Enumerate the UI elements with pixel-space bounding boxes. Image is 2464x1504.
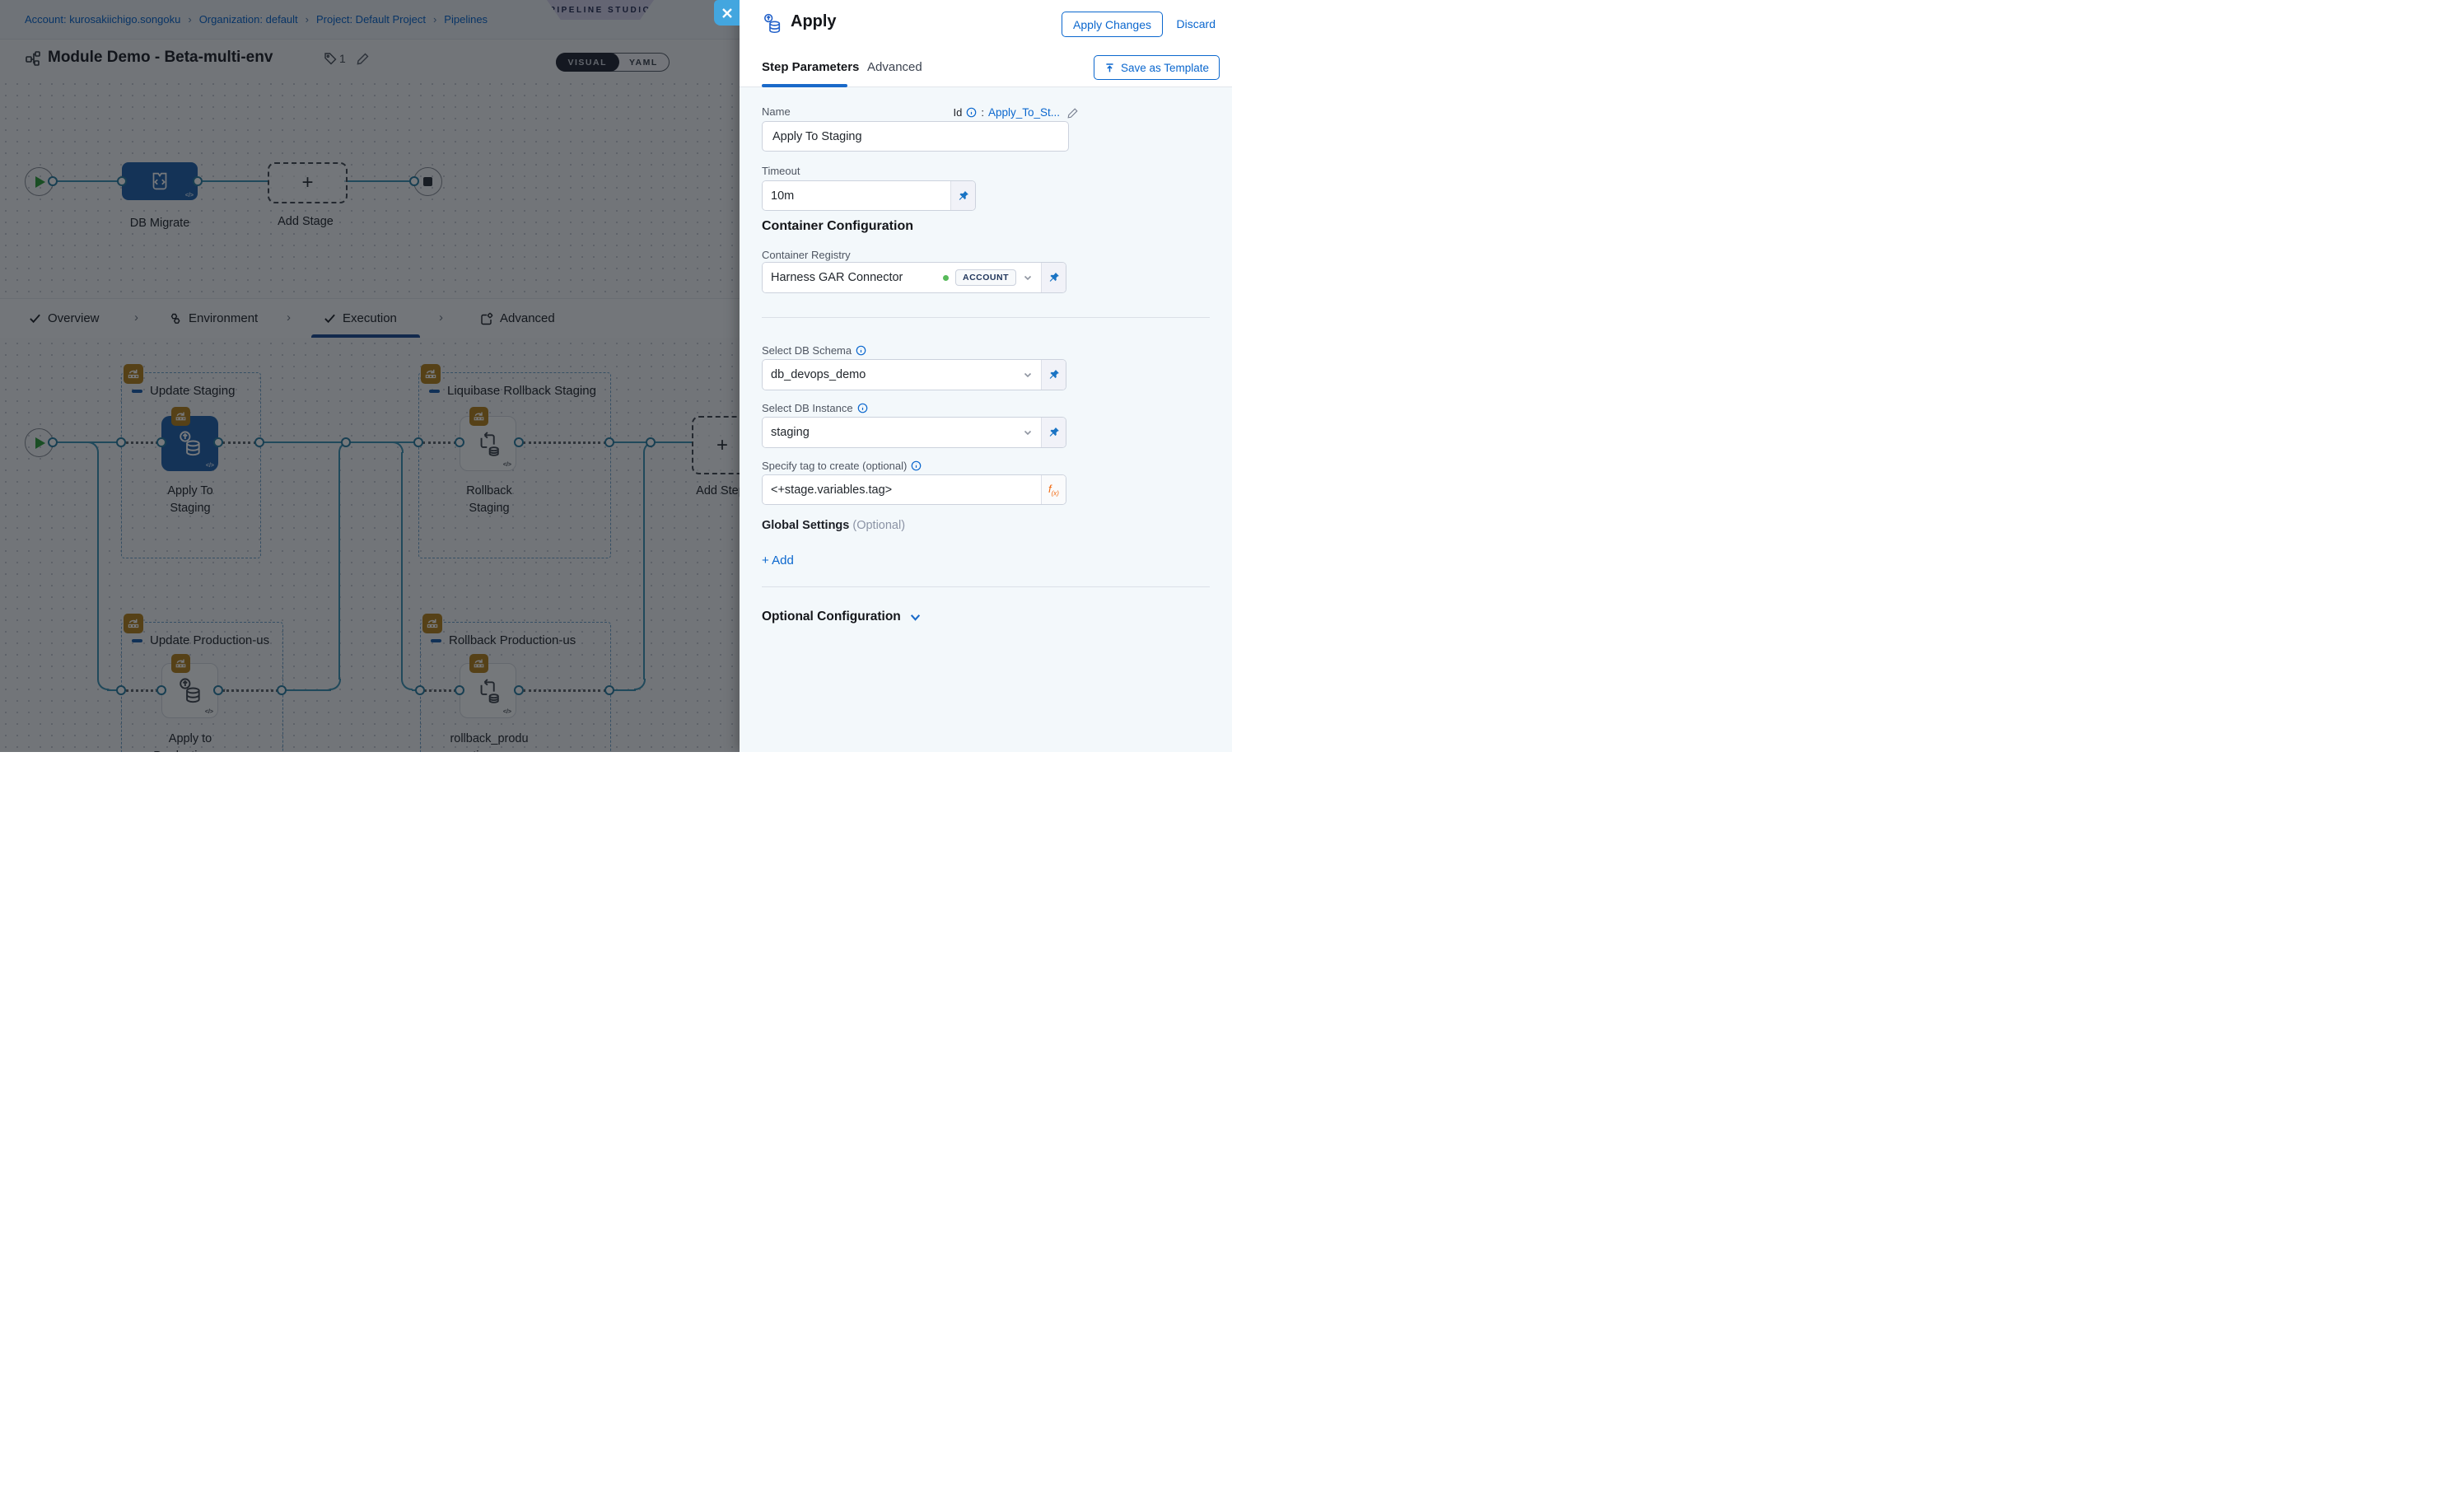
name-label: Name bbox=[762, 105, 791, 118]
fixed-input-pin-button[interactable] bbox=[1041, 418, 1066, 447]
active-tab-indicator bbox=[762, 84, 847, 87]
container-configuration-heading: Container Configuration bbox=[762, 219, 913, 233]
fixed-input-pin-button[interactable] bbox=[1041, 263, 1066, 292]
drawer-tabs: Step Parameters Advanced Save as Templat… bbox=[740, 49, 1232, 87]
id-separator: : bbox=[981, 106, 984, 119]
scope-badge: ACCOUNT bbox=[955, 269, 1016, 286]
pin-icon bbox=[1049, 273, 1059, 282]
chevron-down-icon bbox=[910, 614, 920, 621]
pipeline-studio-screen: Account: kurosakiichigo.songoku › Organi… bbox=[0, 0, 1232, 752]
optional-hint: (Optional) bbox=[852, 519, 906, 532]
pin-icon bbox=[1049, 370, 1059, 379]
step-id-row: Id : Apply_To_St... bbox=[953, 106, 1079, 119]
tab-advanced[interactable]: Advanced bbox=[867, 60, 922, 74]
info-icon[interactable] bbox=[856, 345, 866, 356]
container-registry-field: Harness GAR Connector ACCOUNT bbox=[762, 262, 1066, 293]
chevron-down-icon bbox=[1024, 430, 1032, 436]
id-label: Id bbox=[953, 106, 963, 119]
drawer-title: Apply bbox=[791, 12, 837, 30]
close-drawer-button[interactable] bbox=[714, 0, 740, 26]
info-icon[interactable] bbox=[911, 460, 922, 471]
tag-to-create-input[interactable]: <+stage.variables.tag> bbox=[763, 475, 1041, 504]
apply-step-icon bbox=[761, 12, 784, 40]
tag-to-create-field: <+stage.variables.tag> f(x) bbox=[762, 474, 1066, 505]
pin-icon bbox=[1049, 427, 1059, 437]
step-config-drawer: Apply Apply Changes Discard Step Paramet… bbox=[714, 0, 1232, 752]
chevron-down-icon bbox=[1024, 372, 1032, 378]
save-as-template-button[interactable]: Save as Template bbox=[1094, 55, 1220, 80]
db-schema-label: Select DB Schema bbox=[762, 344, 866, 357]
fixed-input-pin-button[interactable] bbox=[950, 181, 975, 210]
optional-configuration-toggle[interactable]: Optional Configuration bbox=[762, 610, 922, 624]
db-instance-label: Select DB Instance bbox=[762, 402, 868, 414]
global-settings-label: Global Settings bbox=[762, 519, 850, 532]
section-divider bbox=[762, 586, 1210, 587]
section-divider bbox=[762, 317, 1210, 318]
id-value-link[interactable]: Apply_To_St... bbox=[987, 106, 1060, 119]
db-instance-select[interactable]: staging bbox=[763, 418, 1041, 447]
fx-icon: f(x) bbox=[1048, 482, 1059, 497]
fixed-input-pin-button[interactable] bbox=[1041, 360, 1066, 390]
db-instance-field: staging bbox=[762, 417, 1066, 448]
apply-changes-button[interactable]: Apply Changes bbox=[1062, 12, 1163, 37]
db-schema-select[interactable]: db_devops_demo bbox=[763, 360, 1041, 390]
edit-id-icon[interactable] bbox=[1067, 107, 1079, 119]
close-icon bbox=[721, 7, 732, 18]
timeout-label: Timeout bbox=[762, 165, 800, 177]
timeout-input[interactable]: 10m bbox=[763, 181, 950, 210]
info-icon[interactable] bbox=[857, 403, 868, 413]
container-registry-label: Container Registry bbox=[762, 249, 851, 261]
global-settings-row: Global Settings (Optional) bbox=[762, 519, 905, 532]
pin-icon bbox=[959, 190, 968, 200]
container-registry-select[interactable]: Harness GAR Connector ACCOUNT bbox=[763, 263, 1041, 292]
info-icon[interactable] bbox=[966, 107, 977, 118]
drawer-header: Apply Apply Changes Discard bbox=[740, 0, 1232, 49]
discard-button[interactable]: Discard bbox=[1172, 16, 1220, 31]
name-input[interactable] bbox=[762, 121, 1069, 152]
add-global-setting-button[interactable]: + Add bbox=[762, 553, 794, 568]
connector-status-dot bbox=[943, 274, 949, 281]
expression-input-button[interactable]: f(x) bbox=[1041, 475, 1066, 504]
db-schema-field: db_devops_demo bbox=[762, 359, 1066, 390]
tab-step-parameters[interactable]: Step Parameters bbox=[762, 60, 860, 74]
timeout-field: 10m bbox=[762, 180, 976, 211]
modal-dim-overlay[interactable] bbox=[0, 0, 740, 752]
tag-to-create-label: Specify tag to create (optional) bbox=[762, 460, 922, 472]
chevron-down-icon bbox=[1024, 275, 1032, 281]
upload-icon bbox=[1106, 63, 1113, 72]
